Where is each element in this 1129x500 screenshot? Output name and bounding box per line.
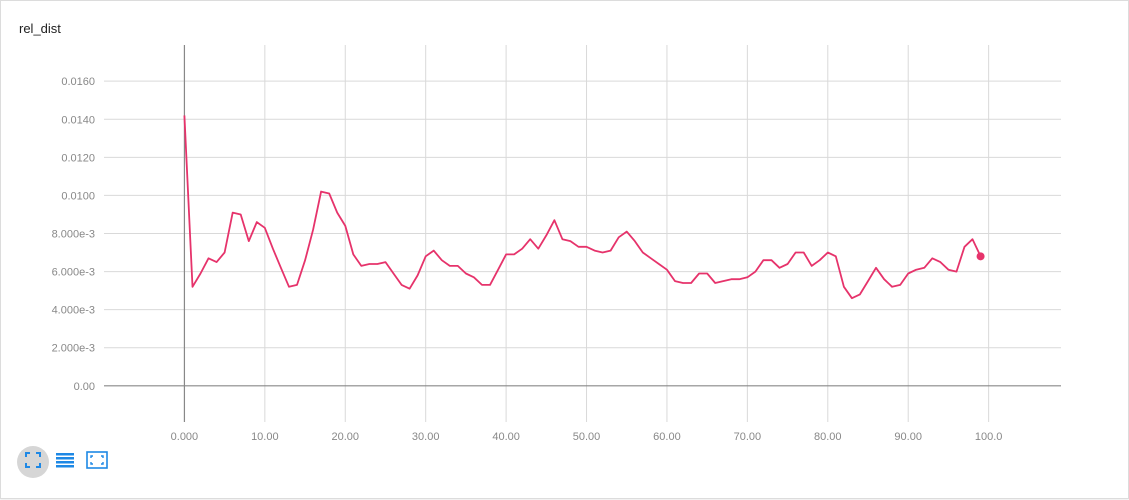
- y-tick-label: 6.000e-3: [52, 267, 95, 279]
- y-tick-label: 0.0100: [61, 190, 95, 202]
- chart-controls: [17, 446, 113, 478]
- x-tick-label: 90.00: [894, 431, 922, 443]
- y-axis-tick-labels: 0.00 2.000e-3 4.000e-3 6.000e-3 8.000e-3 0.01…: [52, 76, 95, 393]
- x-tick-label: 70.00: [734, 431, 762, 443]
- expand-chart-icon: [86, 450, 108, 474]
- expand-chart-button[interactable]: [81, 446, 113, 478]
- x-tick-label: 10.00: [251, 431, 279, 443]
- x-axis-tick-labels: 0.000 10.00 20.00 30.00 40.00 50.00 60.00 70.00…: [171, 431, 1003, 443]
- chart-title: rel_dist: [19, 21, 61, 36]
- x-tick-label: 100.0: [975, 431, 1003, 443]
- fit-domain-button[interactable]: [17, 446, 49, 478]
- y-tick-label: 8.000e-3: [52, 229, 95, 241]
- x-tick-label: 30.00: [412, 431, 440, 443]
- axes: [104, 45, 1061, 422]
- x-tick-label: 20.00: [331, 431, 359, 443]
- x-tick-label: 0.000: [171, 431, 199, 443]
- x-tick-label: 60.00: [653, 431, 681, 443]
- y-tick-label: 2.000e-3: [52, 343, 95, 355]
- x-tick-label: 40.00: [492, 431, 520, 443]
- last-point-marker: [976, 252, 985, 261]
- y-tick-label: 0.0160: [61, 76, 95, 88]
- toggle-log-scale-icon: [55, 451, 75, 474]
- y-tick-label: 0.00: [74, 381, 95, 393]
- series-line: [183, 115, 982, 300]
- grid-lines: [104, 45, 1061, 422]
- x-tick-label: 80.00: [814, 431, 842, 443]
- y-tick-label: 4.000e-3: [52, 305, 95, 317]
- series-layer: [183, 115, 985, 300]
- y-tick-label: 0.0120: [61, 152, 95, 164]
- fit-domain-icon: [24, 451, 42, 474]
- x-tick-label: 50.00: [573, 431, 601, 443]
- toggle-log-scale-button[interactable]: [49, 446, 81, 478]
- y-tick-label: 0.0140: [61, 114, 95, 126]
